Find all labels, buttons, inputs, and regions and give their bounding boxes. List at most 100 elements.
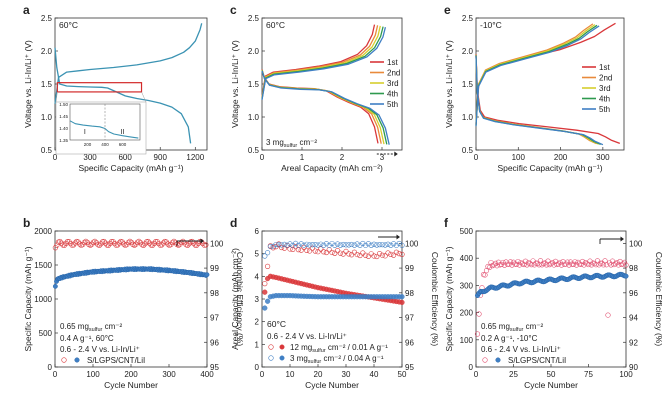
arrow-head — [396, 234, 400, 240]
efficiency-point-red — [374, 253, 380, 260]
y-tick-label: 500 — [460, 227, 474, 236]
region-label: I — [84, 129, 86, 136]
y-tick-label: 2 — [255, 318, 260, 327]
x-tick-label: 400 — [200, 370, 214, 379]
efficiency-point-blue — [385, 241, 391, 247]
y2-tick-label: 95 — [405, 363, 414, 372]
x-axis-label: Specific Capacity (mAh g⁻¹) — [78, 163, 183, 173]
efficiency-point-red — [298, 247, 304, 253]
efficiency-point — [104, 242, 110, 248]
efficiency-point-red — [382, 253, 388, 259]
efficiency-point — [528, 262, 535, 268]
x-tick-label: 2 — [340, 153, 345, 162]
efficiency-point — [486, 264, 493, 271]
y-tick-label: 6 — [255, 227, 260, 236]
efficiency-point-blue — [343, 242, 349, 248]
y2-tick-label: 97 — [405, 314, 414, 323]
x-tick-label: 50 — [398, 370, 407, 379]
legend-marker-filled — [74, 357, 80, 363]
efficiency-point-red — [379, 252, 386, 258]
x-tick-label: 0 — [474, 370, 479, 379]
y2-tick-label: 99 — [405, 264, 414, 273]
inset-y-tick-label: 1.50 — [59, 102, 68, 107]
efficiency-point-blue — [290, 242, 296, 248]
y2-tick-label: 100 — [210, 239, 224, 248]
temperature-label: 60°C — [59, 20, 78, 30]
efficiency-point-red — [309, 245, 316, 251]
discharge-curve-5th — [475, 55, 604, 146]
efficiency-point — [507, 259, 514, 265]
efficiency-point-red — [393, 249, 400, 255]
efficiency-point-red — [262, 281, 268, 287]
efficiency-point-blue — [340, 241, 346, 248]
efficiency-point-blue — [365, 241, 372, 247]
efficiency-point — [101, 238, 107, 245]
y-tick-label: 2.5 — [248, 14, 260, 23]
x-tick-label: 0 — [260, 370, 265, 379]
efficiency-point-red — [304, 247, 310, 253]
efficiency-point-red — [343, 248, 349, 255]
efficiency-point — [148, 242, 154, 248]
legend-label: 3 mgsulfur cm⁻² / 0.04 A g⁻¹ — [290, 354, 384, 365]
efficiency-point-blue — [349, 241, 355, 248]
y-tick-label: 0.5 — [41, 146, 53, 155]
efficiency-point — [86, 241, 92, 247]
efficiency-point-blue — [368, 242, 374, 248]
efficiency-point-red — [396, 251, 402, 257]
capacity-point — [52, 283, 58, 289]
efficiency-point-red — [315, 249, 321, 255]
y-tick-label: 4 — [255, 272, 260, 281]
efficiency-point — [545, 258, 551, 264]
inset-x-tick-label: 400 — [101, 142, 109, 147]
panel-b: 0 100 200 300 400 0 500 1000 1500 2000 Cycle Numbe… — [23, 216, 245, 390]
efficiency-point — [557, 259, 563, 266]
x-tick-label: 0 — [474, 153, 479, 162]
efficiency-point-blue — [360, 240, 366, 247]
legend-marker-open — [268, 344, 274, 350]
charge-curve-1st — [261, 24, 376, 98]
y-tick-label: 0 — [255, 363, 260, 372]
legend-label: 4th — [599, 95, 610, 104]
x-axis-label: Areal Capacity (mAh cm⁻²) — [281, 163, 383, 173]
efficiency-point — [605, 312, 611, 318]
efficiency-point — [127, 238, 133, 244]
y-tick-label: 400 — [460, 254, 474, 263]
efficiency-point — [500, 259, 506, 266]
legend-label: 2nd — [599, 74, 612, 83]
efficiency-point — [171, 238, 177, 244]
y-tick-label: 2.5 — [462, 14, 474, 23]
y2-tick-label: 100 — [629, 239, 643, 248]
efficiency-point — [154, 239, 160, 245]
y2-tick-label: 97 — [210, 314, 219, 323]
efficiency-point-blue — [262, 253, 268, 259]
x-tick-label: 300 — [83, 153, 97, 162]
efficiency-point-red — [335, 247, 341, 254]
x-tick-label: 3 — [380, 153, 385, 162]
y2-tick-label: 94 — [629, 314, 638, 323]
efficiency-point-red — [301, 244, 307, 250]
efficiency-point-blue — [321, 242, 327, 248]
efficiency-point — [130, 241, 136, 247]
efficiency-point-red — [351, 249, 358, 255]
y-tick-label: 1500 — [34, 261, 52, 270]
efficiency-point — [121, 241, 127, 247]
efficiency-point — [54, 242, 60, 248]
x-tick-label: 900 — [154, 153, 168, 162]
efficiency-point — [185, 242, 191, 248]
efficiency-point-blue — [363, 242, 369, 248]
efficiency-point — [60, 242, 66, 248]
efficiency-point — [131, 242, 138, 248]
efficiency-point — [476, 311, 482, 317]
voltage-window-label: 0.6 - 2.4 V vs. Li-In/Li⁺ — [267, 332, 347, 341]
y-tick-label: 3 — [255, 295, 260, 304]
efficiency-point — [621, 259, 628, 265]
efficiency-point-red — [281, 245, 288, 251]
efficiency-point — [612, 261, 619, 267]
efficiency-point — [620, 261, 626, 267]
y2-tick-label: 96 — [405, 338, 414, 347]
x-tick-label: 0 — [260, 153, 265, 162]
efficiency-point-blue — [382, 242, 388, 248]
y-tick-label: 200 — [460, 309, 474, 318]
efficiency-point — [96, 242, 103, 248]
y-tick-label: 5 — [255, 250, 260, 259]
